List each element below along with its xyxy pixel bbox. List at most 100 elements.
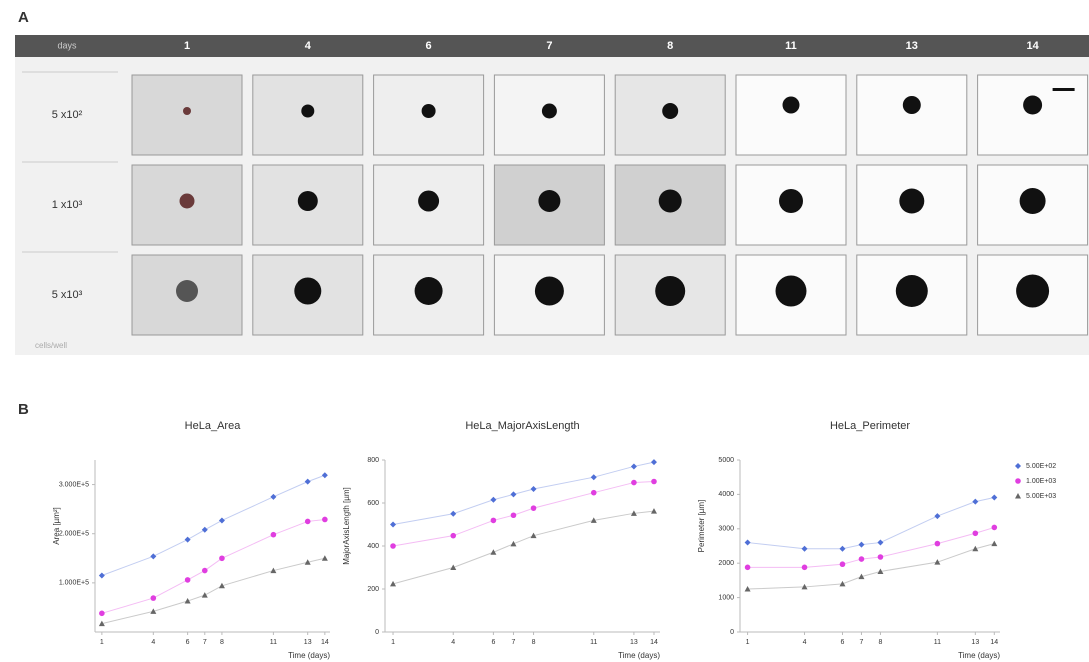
- x-tick-label: 7: [512, 639, 516, 646]
- x-tick-label: 11: [270, 639, 277, 646]
- point: [201, 592, 208, 598]
- spheroid: [294, 277, 322, 305]
- day-label: 6: [426, 40, 432, 52]
- point: [98, 572, 105, 579]
- spheroid: [421, 104, 436, 118]
- spheroid-image: [252, 164, 364, 246]
- spheroid: [1016, 274, 1050, 308]
- y-tick-label: 1.000E+5: [59, 580, 89, 587]
- point: [801, 545, 808, 552]
- point: [991, 524, 998, 531]
- chart-title: HeLa_MajorAxisLength: [465, 420, 579, 432]
- spheroid: [297, 191, 318, 211]
- row-label: 5 x10²: [52, 109, 83, 121]
- y-axis-label: Area [µm²]: [52, 507, 61, 545]
- x-tick-label: 6: [186, 639, 190, 646]
- x-tick-label: 8: [878, 639, 882, 646]
- point: [590, 517, 597, 523]
- point: [490, 517, 497, 524]
- point: [184, 536, 191, 543]
- legend-marker: [1015, 493, 1021, 499]
- series-line: [392, 510, 655, 585]
- point: [991, 540, 998, 547]
- point: [150, 595, 157, 601]
- point: [322, 516, 328, 523]
- point: [934, 513, 941, 520]
- y-tick-label: 5000: [718, 457, 734, 464]
- legend-marker: [1015, 478, 1021, 484]
- point: [530, 486, 537, 493]
- series-line: [101, 474, 326, 576]
- spheroid: [782, 96, 800, 114]
- x-tick-label: 6: [841, 639, 845, 646]
- y-tick-label: 200: [367, 586, 379, 593]
- point: [150, 608, 157, 614]
- point: [270, 567, 277, 574]
- spheroid: [179, 193, 195, 209]
- point: [972, 545, 979, 552]
- x-axis-label: Time (days): [958, 651, 1000, 660]
- series-line: [101, 518, 325, 614]
- y-tick-label: 600: [367, 500, 379, 507]
- point: [651, 478, 657, 485]
- spheroid: [183, 107, 191, 115]
- spheroid: [895, 275, 928, 307]
- x-tick-label: 4: [803, 639, 807, 646]
- point: [877, 554, 884, 560]
- header-label: days: [57, 40, 77, 50]
- x-tick-label: 7: [203, 639, 207, 646]
- x-tick-label: 1: [391, 639, 395, 646]
- point: [650, 508, 657, 514]
- point: [630, 463, 637, 470]
- x-tick-label: 11: [934, 639, 941, 646]
- scale-bar: [1052, 88, 1075, 91]
- y-tick-label: 4000: [718, 491, 734, 498]
- x-tick-label: 7: [860, 639, 864, 646]
- panel-label: A: [18, 9, 29, 26]
- series-line: [392, 481, 655, 547]
- y-tick-label: 3.000E+5: [59, 481, 89, 488]
- footer-label: cells/well: [35, 341, 67, 350]
- spheroid: [655, 276, 686, 306]
- spheroid: [414, 277, 443, 305]
- y-tick-label: 2.000E+5: [59, 531, 89, 538]
- point: [801, 583, 808, 590]
- point: [218, 582, 225, 589]
- spheroid: [902, 96, 921, 114]
- point: [490, 496, 497, 503]
- legend-label: 5.00E+03: [1026, 493, 1056, 500]
- x-axis-label: Time (days): [618, 651, 660, 660]
- point: [744, 586, 751, 592]
- point: [304, 518, 311, 525]
- y-axis-label: MajorAxisLength [µm]: [342, 487, 351, 565]
- point: [744, 539, 751, 546]
- x-tick-label: 13: [630, 639, 638, 646]
- spheroid-image: [977, 74, 1089, 156]
- day-label: 14: [1026, 40, 1039, 52]
- point: [270, 531, 277, 538]
- point: [304, 559, 311, 565]
- point: [858, 541, 865, 548]
- point: [877, 539, 884, 546]
- panel-label: B: [18, 401, 29, 418]
- legend-label: 5.00E+02: [1026, 463, 1056, 470]
- y-tick-label: 800: [367, 457, 379, 464]
- spheroid-image: [856, 74, 968, 156]
- spheroid: [779, 189, 803, 213]
- point: [744, 564, 751, 571]
- spheroid: [662, 103, 679, 119]
- series-line: [392, 461, 655, 525]
- point: [510, 491, 517, 498]
- point: [839, 545, 846, 552]
- x-tick-label: 6: [491, 639, 495, 646]
- point: [530, 505, 537, 511]
- spheroid: [1023, 95, 1043, 115]
- point: [991, 494, 998, 501]
- point: [858, 556, 865, 562]
- point: [650, 459, 657, 466]
- x-tick-label: 14: [650, 639, 658, 646]
- x-tick-label: 4: [451, 639, 455, 646]
- point: [858, 573, 865, 580]
- x-tick-label: 14: [990, 639, 998, 646]
- point: [510, 512, 517, 519]
